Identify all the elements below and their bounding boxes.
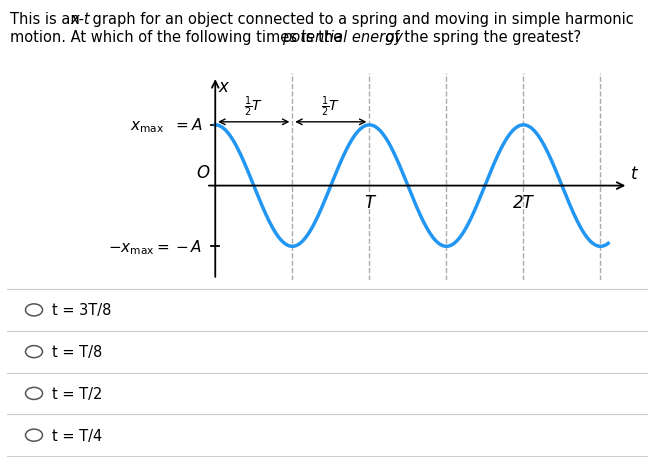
Text: x-t: x-t bbox=[70, 12, 90, 26]
Text: potential energy: potential energy bbox=[283, 30, 404, 45]
Text: t = T/2: t = T/2 bbox=[52, 386, 103, 401]
Text: graph for an object connected to a spring and moving in simple harmonic: graph for an object connected to a sprin… bbox=[88, 12, 634, 26]
Text: x: x bbox=[218, 78, 228, 96]
Text: motion. At which of the following times is the: motion. At which of the following times … bbox=[10, 30, 347, 45]
Text: This is an: This is an bbox=[10, 12, 84, 26]
Text: of the spring the greatest?: of the spring the greatest? bbox=[381, 30, 581, 45]
Text: O: O bbox=[196, 163, 209, 181]
Text: t: t bbox=[631, 164, 638, 182]
Text: T: T bbox=[364, 194, 374, 212]
Text: t = T/4: t = T/4 bbox=[52, 428, 103, 443]
Text: $x_{\mathrm{max}}$  $= A$: $x_{\mathrm{max}}$ $= A$ bbox=[129, 116, 203, 135]
Text: t = 3T/8: t = 3T/8 bbox=[52, 303, 112, 318]
Text: $-x_{\mathrm{max}}$$= -A$: $-x_{\mathrm{max}}$$= -A$ bbox=[109, 238, 203, 256]
Text: t = T/8: t = T/8 bbox=[52, 344, 103, 359]
Text: 2T: 2T bbox=[513, 194, 534, 212]
Text: $\frac{1}{2}T$: $\frac{1}{2}T$ bbox=[244, 94, 264, 119]
Text: $\frac{1}{2}T$: $\frac{1}{2}T$ bbox=[321, 94, 341, 119]
